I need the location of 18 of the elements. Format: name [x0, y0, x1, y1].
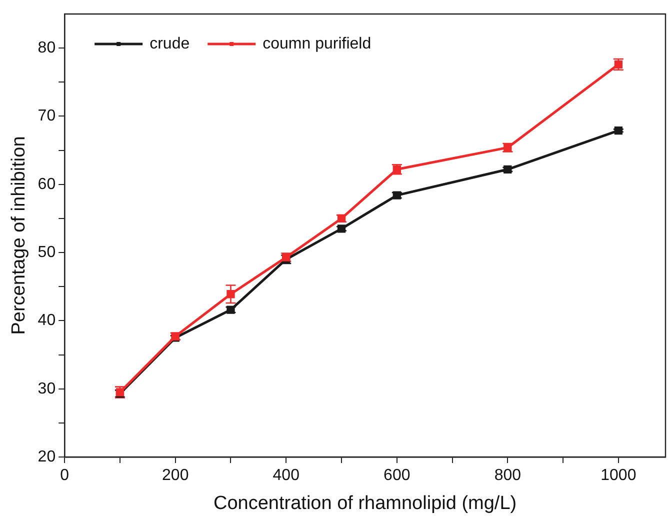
y-tick-label: 50: [38, 244, 56, 261]
legend-label: crude: [150, 35, 190, 52]
x-tick-label: 1000: [600, 467, 636, 484]
x-tick-label: 400: [272, 467, 300, 484]
y-tick-label: 60: [38, 176, 56, 193]
y-tick-label: 80: [38, 39, 56, 56]
x-tick-label: 200: [162, 467, 189, 484]
x-tick-label: 0: [60, 467, 70, 484]
y-tick-label: 20: [38, 448, 56, 466]
point: [614, 126, 623, 135]
y-tick-label: 40: [38, 312, 56, 330]
y-tick-label: 70: [38, 108, 56, 125]
y-tick-label: 30: [38, 380, 56, 398]
x-tick-label: 600: [384, 467, 410, 484]
x-tick-label: 800: [494, 467, 522, 484]
x-axis-title: Concentration of rhamnolipid (mg/L): [214, 492, 517, 514]
legend-label: coumn purifield: [262, 35, 372, 52]
y-axis-title: Percentage of inhibition: [8, 136, 30, 335]
